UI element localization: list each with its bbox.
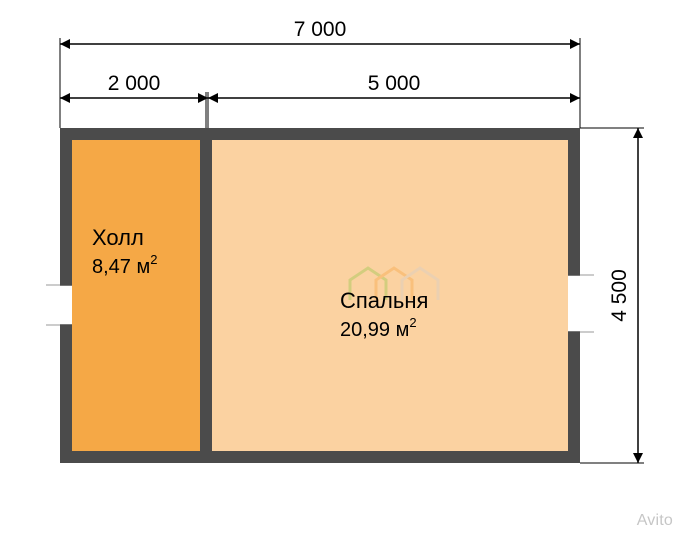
room-area: 20,99 м2 [340, 315, 417, 341]
room-name: Спальня [340, 288, 428, 313]
dimension-label: 2 000 [108, 72, 161, 95]
dimension-label: 4 500 [608, 269, 631, 322]
floorplan-svg: Холл8,47 м2 Спальня20,99 м2 7 000 2 000 5 00… [0, 0, 685, 540]
room-area: 8,47 м2 [92, 252, 157, 278]
dimension-label: 5 000 [368, 72, 421, 95]
room-hall [72, 140, 200, 451]
floorplan-canvas: Холл8,47 м2 Спальня20,99 м2 7 000 2 000 5 00… [0, 0, 685, 540]
room-name: Холл [92, 225, 144, 250]
dimension-label: 7 000 [294, 18, 347, 41]
watermark: Avito [637, 512, 673, 530]
